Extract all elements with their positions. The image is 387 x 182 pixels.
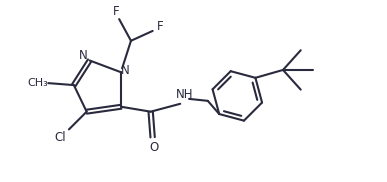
Text: F: F [157, 21, 164, 33]
Text: F: F [113, 5, 120, 18]
Text: N: N [121, 64, 129, 77]
Text: N: N [79, 49, 88, 62]
Text: NH: NH [175, 88, 193, 101]
Text: O: O [149, 141, 158, 154]
Text: CH₃: CH₃ [27, 78, 48, 88]
Text: Cl: Cl [54, 131, 66, 144]
